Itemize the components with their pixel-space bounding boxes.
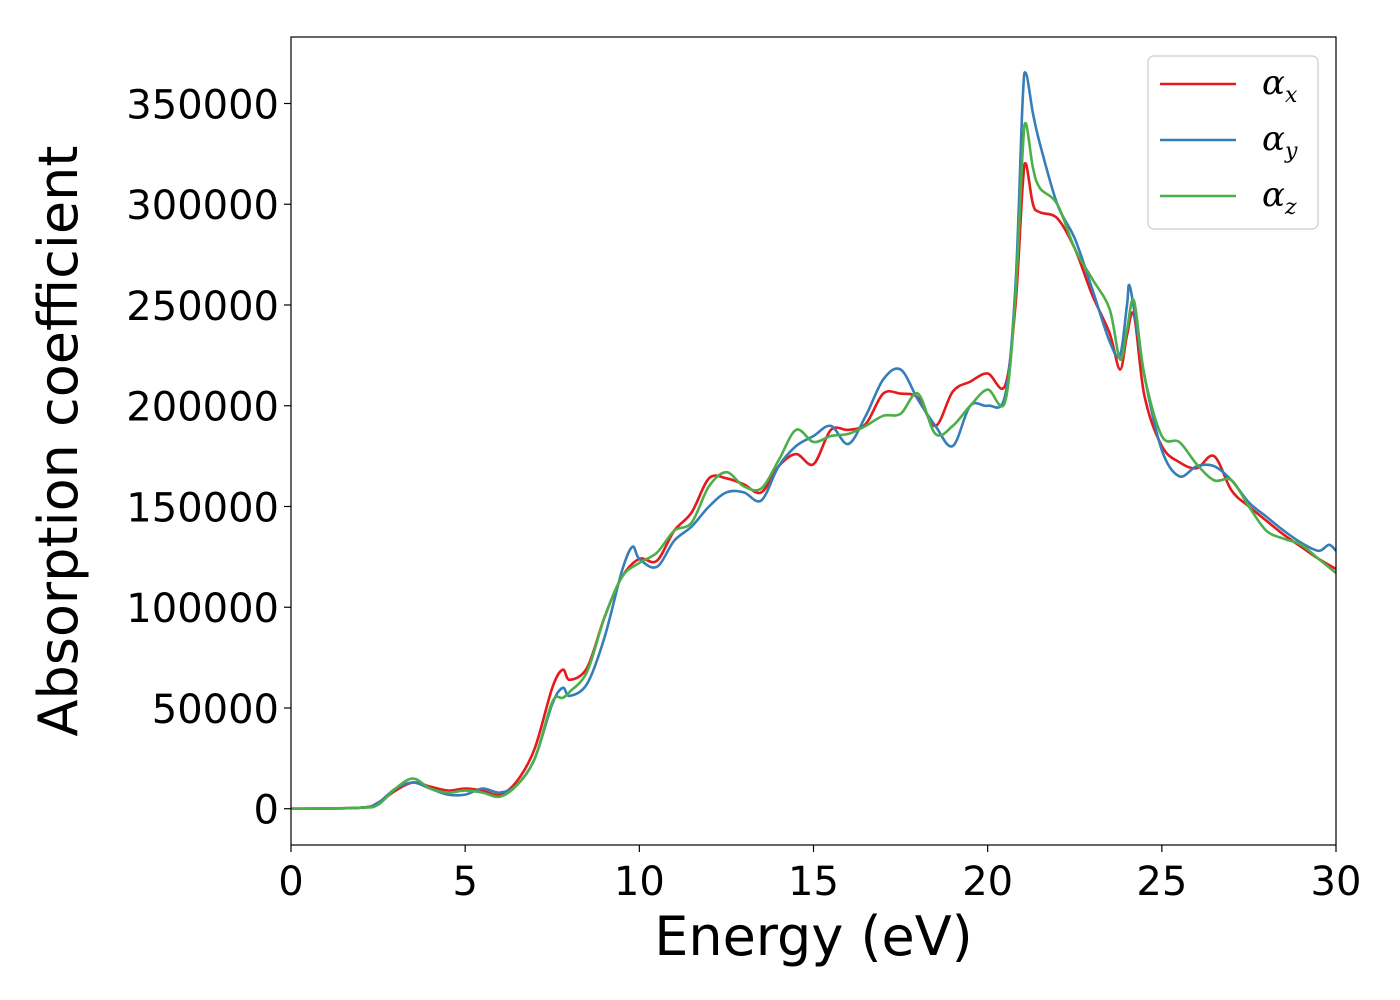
x-tick-label: 5	[452, 859, 477, 905]
legend-label-alpha-z: αz	[1262, 175, 1297, 220]
x-tick-label: 0	[278, 859, 303, 905]
x-tick-label: 30	[1311, 859, 1362, 905]
y-tick-label: 100000	[126, 586, 279, 632]
y-tick-label: 0	[254, 788, 279, 834]
y-axis-label: Absorption coefficient	[27, 146, 90, 737]
x-axis-ticks: 0 5 10 15 20 25 30	[278, 845, 1361, 905]
y-tick-label: 200000	[126, 385, 279, 431]
legend: αx αy αz	[1147, 55, 1319, 230]
legend-label-alpha-x: αx	[1262, 63, 1298, 108]
legend-label-alpha-y: αy	[1262, 119, 1298, 164]
y-axis-ticks: 0 50000 100000 150000 200000 250000 300000 3500…	[126, 82, 291, 834]
plot-lines	[291, 71, 1336, 810]
y-tick-label: 300000	[126, 183, 279, 229]
x-tick-label: 20	[962, 859, 1013, 905]
x-tick-label: 25	[1136, 859, 1187, 905]
x-tick-label: 10	[614, 859, 665, 905]
legend-box	[1147, 55, 1319, 230]
x-axis-label: Energy (eV)	[654, 905, 973, 968]
y-tick-label: 250000	[126, 284, 279, 330]
x-tick-label: 15	[788, 859, 839, 905]
y-tick-label: 150000	[126, 485, 279, 531]
y-tick-label: 350000	[126, 82, 279, 128]
y-tick-label: 50000	[152, 687, 279, 733]
series-line-alpha-x	[291, 161, 1336, 810]
series-line-alpha-z	[291, 121, 1336, 810]
